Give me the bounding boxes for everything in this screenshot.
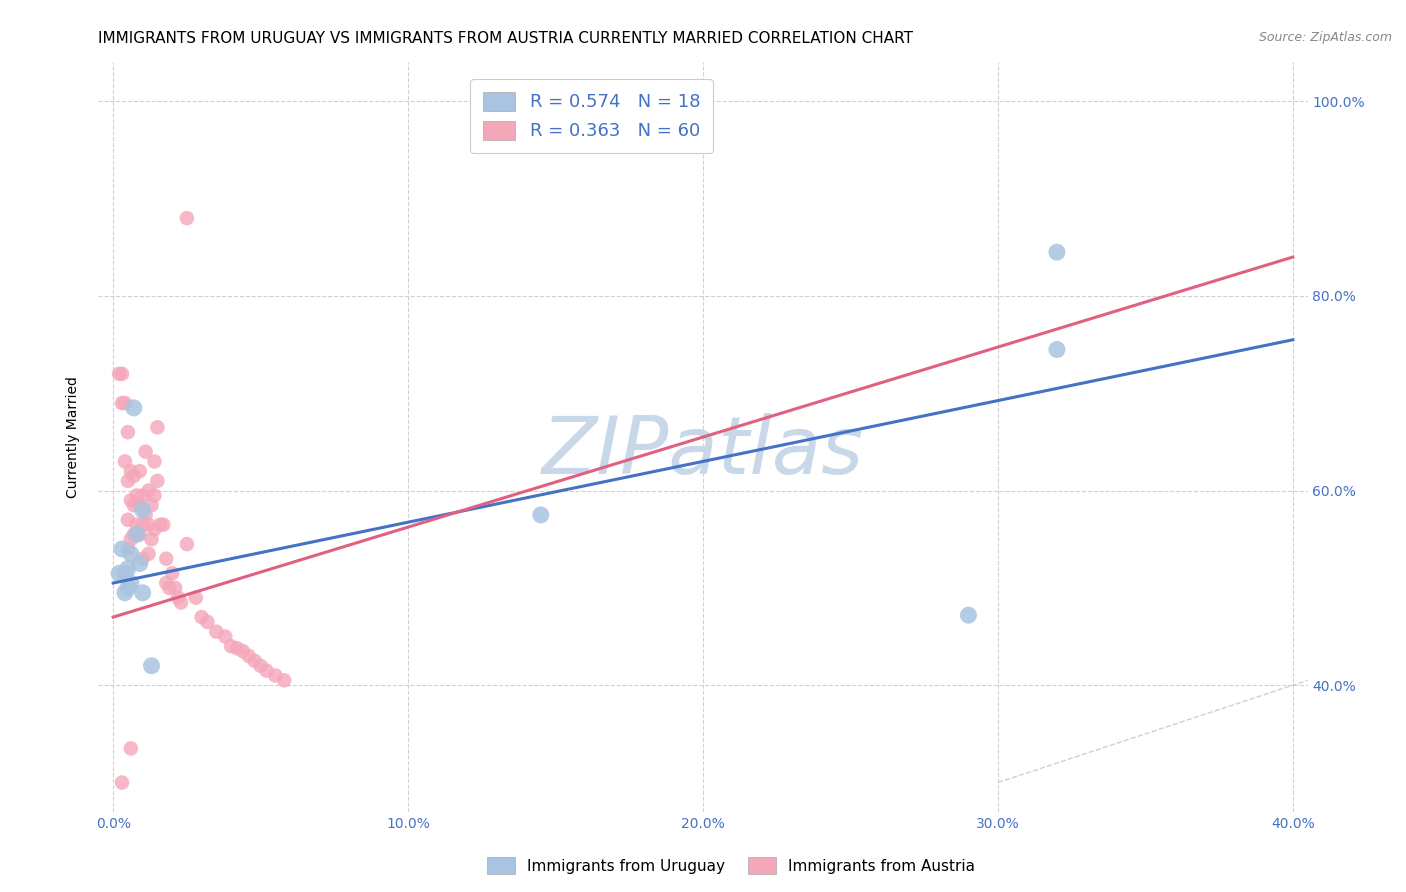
Point	[128, 498, 150, 512]
Point	[1046, 343, 1069, 357]
Point	[226, 641, 249, 656]
Point	[1046, 245, 1069, 260]
Point	[125, 488, 148, 502]
Point	[249, 658, 271, 673]
Point	[157, 581, 180, 595]
Point	[120, 493, 142, 508]
Point	[160, 566, 183, 581]
Point	[138, 547, 160, 561]
Point	[120, 576, 142, 591]
Point	[120, 547, 142, 561]
Point	[117, 541, 139, 556]
Point	[205, 624, 228, 639]
Point	[530, 508, 553, 522]
Point	[117, 581, 139, 595]
Point	[146, 420, 169, 434]
Text: Source: ZipAtlas.com: Source: ZipAtlas.com	[1258, 31, 1392, 45]
Point	[232, 644, 254, 658]
Point	[141, 498, 163, 512]
Point	[155, 551, 177, 566]
Point	[143, 523, 166, 537]
Point	[120, 741, 142, 756]
Point	[117, 474, 139, 488]
Point	[143, 488, 166, 502]
Point	[117, 513, 139, 527]
Point	[114, 566, 136, 581]
Point	[122, 498, 145, 512]
Point	[131, 517, 153, 532]
Point	[111, 541, 134, 556]
Point	[170, 595, 193, 609]
Point	[143, 454, 166, 468]
Point	[122, 469, 145, 483]
Point	[111, 775, 134, 789]
Point	[146, 474, 169, 488]
Legend: Immigrants from Uruguay, Immigrants from Austria: Immigrants from Uruguay, Immigrants from…	[481, 851, 981, 880]
Point	[131, 503, 153, 517]
Point	[108, 367, 131, 381]
Point	[120, 533, 142, 547]
Point	[117, 561, 139, 575]
Point	[149, 517, 172, 532]
Point	[155, 576, 177, 591]
Point	[219, 640, 242, 654]
Point	[114, 454, 136, 468]
Point	[176, 537, 198, 551]
Point	[111, 396, 134, 410]
Point	[125, 517, 148, 532]
Point	[184, 591, 207, 605]
Point	[117, 425, 139, 440]
Point	[128, 557, 150, 571]
Point	[122, 401, 145, 415]
Point	[131, 551, 153, 566]
Point	[152, 517, 174, 532]
Point	[114, 396, 136, 410]
Point	[120, 464, 142, 478]
Point	[108, 566, 131, 581]
Point	[243, 654, 266, 668]
Point	[111, 367, 134, 381]
Point	[128, 464, 150, 478]
Text: ZIPatlas: ZIPatlas	[541, 413, 865, 491]
Text: IMMIGRANTS FROM URUGUAY VS IMMIGRANTS FROM AUSTRIA CURRENTLY MARRIED CORRELATION: IMMIGRANTS FROM URUGUAY VS IMMIGRANTS FR…	[98, 31, 914, 46]
Point	[135, 444, 157, 458]
Point	[128, 527, 150, 541]
Point	[141, 533, 163, 547]
Point	[138, 483, 160, 498]
Point	[165, 581, 187, 595]
Legend: R = 0.574   N = 18, R = 0.363   N = 60: R = 0.574 N = 18, R = 0.363 N = 60	[470, 79, 713, 153]
Point	[176, 211, 198, 226]
Point	[122, 527, 145, 541]
Point	[190, 610, 212, 624]
Point	[135, 508, 157, 522]
Point	[238, 648, 260, 663]
Point	[957, 608, 980, 623]
Point	[114, 586, 136, 600]
Point	[138, 517, 160, 532]
Point	[141, 658, 163, 673]
Point	[264, 668, 287, 682]
Point	[214, 630, 236, 644]
Point	[273, 673, 295, 688]
Point	[256, 664, 278, 678]
Point	[197, 615, 219, 629]
Point	[125, 527, 148, 541]
Y-axis label: Currently Married: Currently Married	[66, 376, 80, 498]
Point	[131, 488, 153, 502]
Point	[167, 591, 190, 605]
Point	[131, 586, 153, 600]
